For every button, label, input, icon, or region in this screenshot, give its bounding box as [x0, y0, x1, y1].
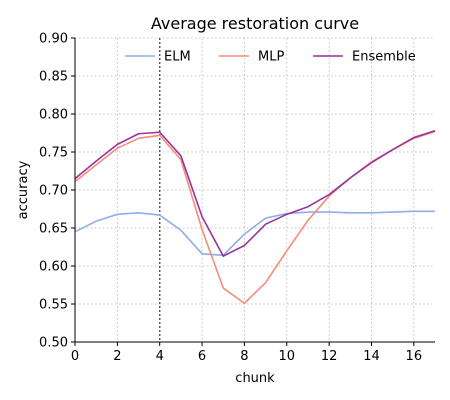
grid: [74, 37, 435, 343]
y-tick-label: 0.55: [39, 298, 68, 313]
x-axis-label: chunk: [235, 371, 275, 386]
x-tick-label: 0: [71, 349, 79, 364]
x-tick-label: 12: [321, 349, 338, 364]
axes: [71, 37, 435, 346]
x-tick-label: 6: [198, 349, 206, 364]
tick-labels: 0 2 4 6 8 10 12 14 16 0.50 0.55 0.60 0.65 0.70 0.75 0.8…: [39, 32, 422, 365]
y-axis-label: accuracy: [16, 160, 31, 219]
series-line-elm: [74, 210, 435, 257]
x-tick-label: 10: [278, 349, 295, 364]
series-line-ensemble: [74, 129, 436, 257]
series-lines: [74, 129, 436, 305]
legend-label-ensemble: Ensemble: [352, 50, 416, 65]
y-tick-label: 0.70: [39, 184, 68, 199]
x-tick-label: 14: [363, 349, 380, 364]
y-tick-label: 0.90: [39, 32, 68, 47]
x-tick-label: 2: [113, 349, 121, 364]
y-tick-label: 0.60: [39, 260, 68, 275]
x-tick-label: 8: [240, 349, 248, 364]
legend-label-mlp: MLP: [258, 50, 284, 65]
y-tick-label: 0.75: [39, 146, 68, 161]
y-tick-label: 0.50: [39, 336, 68, 351]
y-tick-label: 0.85: [39, 70, 68, 85]
x-tick-label: 16: [406, 349, 423, 364]
legend: ELM MLP Ensemble: [125, 50, 416, 65]
chart-title: Average restoration curve: [151, 14, 359, 33]
legend-label-elm: ELM: [164, 50, 191, 65]
x-tick-label: 4: [156, 349, 164, 364]
y-tick-label: 0.65: [39, 222, 68, 237]
y-tick-label: 0.80: [39, 108, 68, 123]
